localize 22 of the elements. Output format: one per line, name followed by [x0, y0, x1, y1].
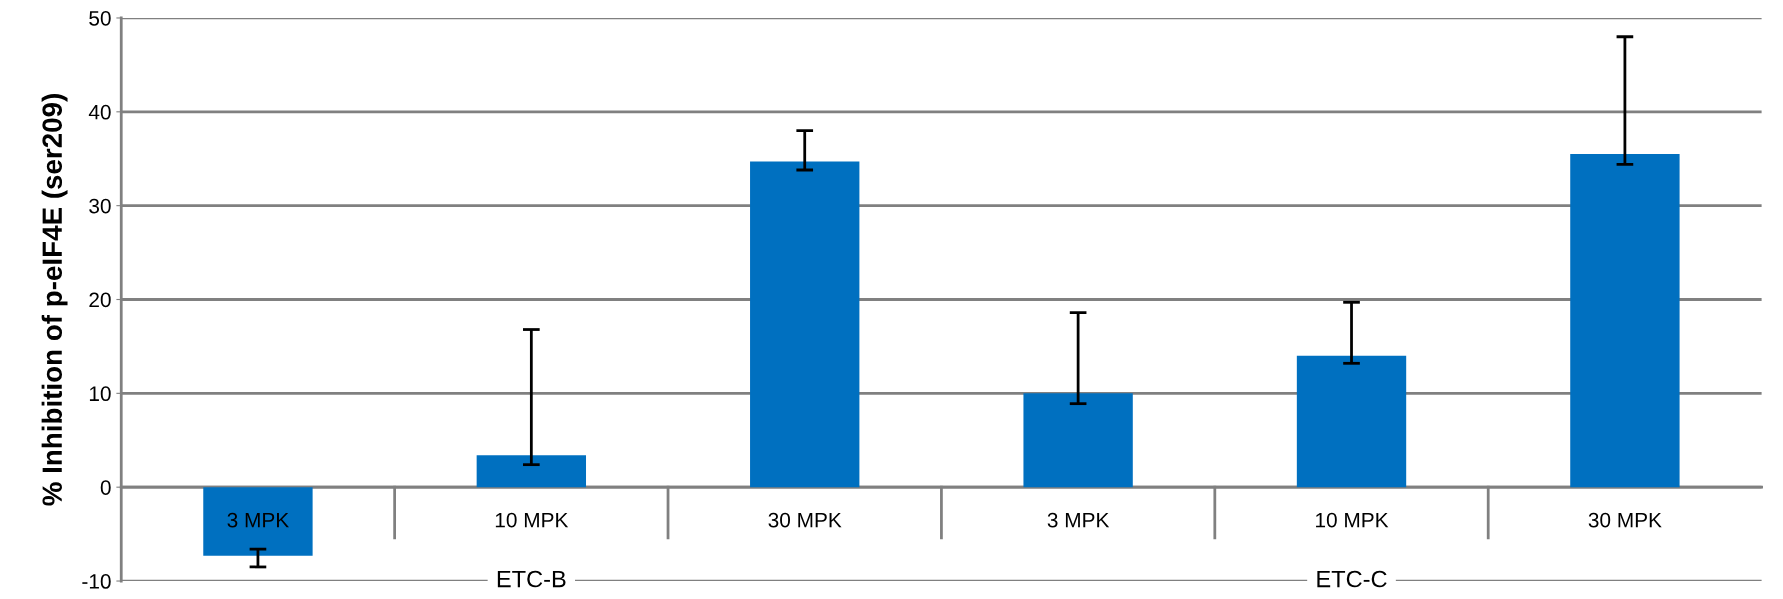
y-tick-label: 40	[88, 104, 111, 120]
x-tick-label: 10 MPK	[1316, 512, 1389, 528]
bar	[203, 487, 313, 556]
x-tick-label: 30 MPK	[768, 512, 842, 528]
bar	[476, 455, 587, 488]
x-tick-label: 30 MPK	[1588, 512, 1662, 528]
y-tick-label: 30	[89, 198, 111, 214]
x-tick-label: 3 MPK	[227, 512, 289, 528]
bar	[750, 161, 860, 488]
annotation: ETC-B	[497, 570, 566, 588]
y-tick-label: 10	[89, 386, 111, 402]
y-tick-label: 50	[89, 10, 111, 26]
y-tick-label: -10	[82, 574, 111, 589]
x-tick-label: 10 MPK	[495, 512, 569, 528]
annotation: ETC-C	[1317, 570, 1387, 588]
y-tick-label: 0	[100, 480, 111, 495]
bar	[1296, 355, 1407, 488]
y-tick-label: 20	[89, 292, 111, 308]
bar	[1570, 154, 1680, 488]
y-axis-title: % Inhibition of p-eIF4E (ser209)	[41, 94, 68, 506]
bar	[1023, 393, 1133, 488]
x-tick-label: 3 MPK	[1047, 512, 1110, 528]
